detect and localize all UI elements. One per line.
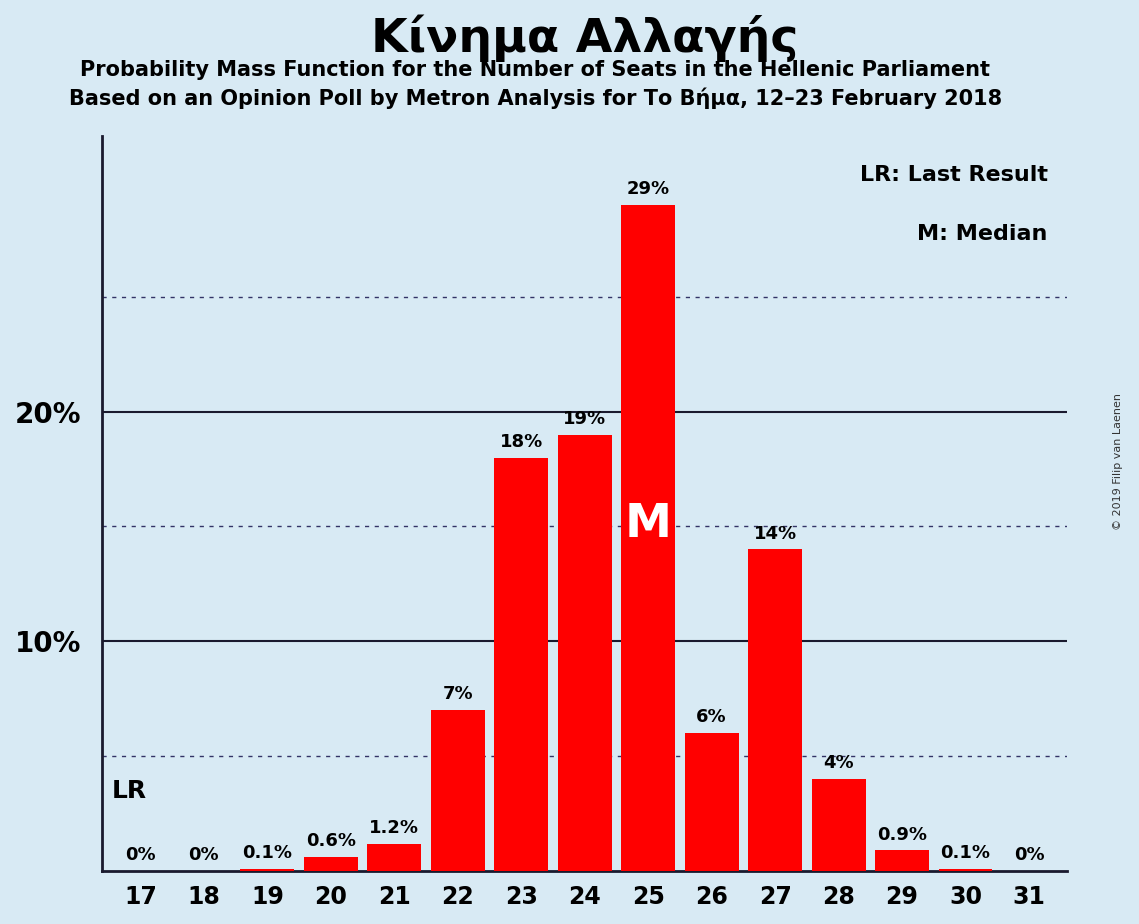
Text: 0%: 0% <box>189 846 219 864</box>
Bar <box>304 857 358 871</box>
Text: Probability Mass Function for the Number of Seats in the Hellenic Parliament: Probability Mass Function for the Number… <box>81 60 990 80</box>
Bar <box>685 734 738 871</box>
Bar <box>240 869 294 871</box>
Text: Based on an Opinion Poll by Metron Analysis for Το Βήμα, 12–23 February 2018: Based on an Opinion Poll by Metron Analy… <box>68 88 1002 109</box>
Bar <box>812 779 866 871</box>
Bar <box>367 844 421 871</box>
Text: © 2019 Filip van Laenen: © 2019 Filip van Laenen <box>1114 394 1123 530</box>
Text: 29%: 29% <box>626 180 670 198</box>
Bar <box>939 869 992 871</box>
Text: 0%: 0% <box>1014 846 1044 864</box>
Text: LR: LR <box>112 779 147 803</box>
Text: 7%: 7% <box>442 686 473 703</box>
Bar <box>431 711 485 871</box>
Text: 14%: 14% <box>754 525 796 542</box>
Text: 18%: 18% <box>500 432 543 451</box>
Text: 0.1%: 0.1% <box>243 844 293 862</box>
Bar <box>621 205 675 871</box>
Text: M: M <box>624 502 672 547</box>
Bar <box>748 550 802 871</box>
Title: Κίνημα Αλλαγής: Κίνημα Αλλαγής <box>371 15 798 63</box>
Text: 0.6%: 0.6% <box>305 833 355 850</box>
Text: 0.9%: 0.9% <box>877 825 927 844</box>
Text: 6%: 6% <box>696 709 727 726</box>
Text: 0.1%: 0.1% <box>941 844 991 862</box>
Text: 4%: 4% <box>823 754 854 772</box>
Text: M: Median: M: Median <box>917 224 1048 244</box>
Bar <box>494 457 548 871</box>
Text: 1.2%: 1.2% <box>369 819 419 836</box>
Bar <box>875 850 929 871</box>
Text: LR: Last Result: LR: Last Result <box>860 165 1048 185</box>
Text: 19%: 19% <box>563 409 606 428</box>
Bar <box>558 434 612 871</box>
Text: 0%: 0% <box>125 846 156 864</box>
